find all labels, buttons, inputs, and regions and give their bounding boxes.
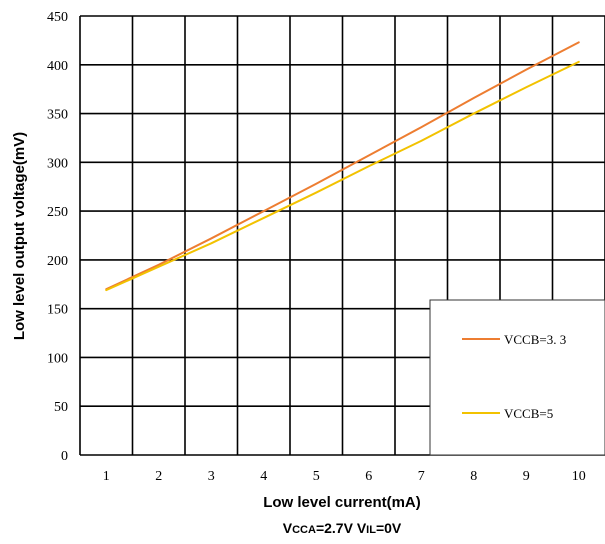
x-axis-ticks: 1 2 3 4 5 6 7 8 9 10	[103, 469, 586, 484]
legend: VCCB=3. 3 VCCB=5	[429, 299, 605, 456]
y-tick-label: 400	[47, 59, 68, 74]
condition-v2-sub: IL	[366, 524, 376, 536]
y-axis-title: Low level output voltage(mV)	[11, 132, 28, 340]
x-tick-label: 9	[523, 469, 530, 484]
series-line-vccb-3.3	[105, 41, 580, 291]
y-tick-label: 50	[54, 400, 68, 415]
grid	[79, 15, 605, 456]
condition-v1-rest: =2.7V	[316, 520, 357, 536]
x-tick-label: 3	[208, 469, 215, 484]
x-tick-label: 8	[470, 469, 477, 484]
x-tick-label: 7	[418, 469, 425, 484]
condition-v2-rest: =0V	[376, 520, 402, 536]
legend-label-vccb-5: VCCB=5	[504, 406, 553, 421]
x-tick-label: 6	[365, 469, 372, 484]
x-tick-label: 4	[260, 469, 267, 484]
x-tick-label: 5	[313, 469, 320, 484]
y-tick-label: 450	[47, 10, 68, 25]
y-tick-label: 100	[47, 351, 68, 366]
condition-v1-sub: CCA	[292, 524, 316, 536]
y-tick-label: 150	[47, 303, 68, 318]
y-tick-label: 200	[47, 254, 68, 269]
y-tick-label: 250	[47, 205, 68, 220]
y-axis-ticks: 0 50 100 150 200 250 300 350 400 450	[47, 10, 68, 464]
condition-v2: V	[357, 520, 367, 536]
condition-v1: V	[283, 520, 293, 536]
series-line-vccb-5	[105, 60, 580, 292]
x-tick-label: 1	[103, 469, 110, 484]
x-tick-label: 2	[155, 469, 162, 484]
y-tick-label: 350	[47, 108, 68, 123]
legend-label-vccb-3.3: VCCB=3. 3	[504, 332, 566, 347]
x-axis-title: Low level current(mA)	[263, 494, 421, 511]
legend-box	[429, 299, 605, 456]
y-tick-label: 300	[47, 156, 68, 171]
series-lines	[105, 41, 580, 292]
x-tick-label: 10	[572, 469, 586, 484]
y-tick-label: 0	[61, 449, 68, 464]
condition-label: VCCA=2.7V VIL=0V	[283, 520, 402, 536]
